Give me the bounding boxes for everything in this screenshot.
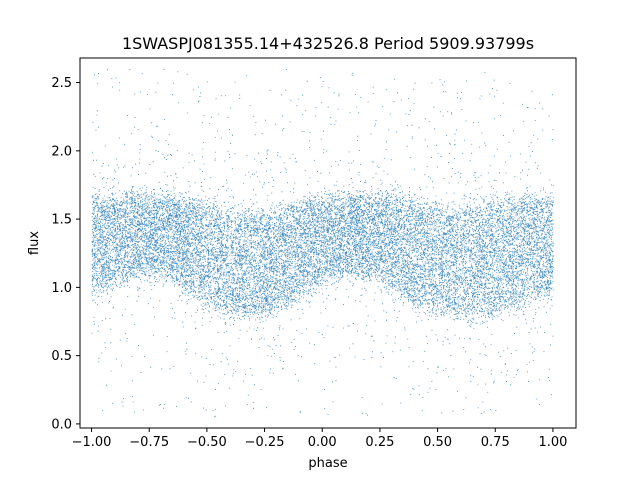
x-tick-label: 1.00 [538, 435, 567, 450]
y-axis-label: flux [27, 231, 42, 255]
axes-frame [79, 57, 577, 429]
x-tick-label: −1.00 [72, 435, 112, 450]
y-tick-label: 0.0 [51, 417, 72, 432]
y-tick-label: 2.0 [51, 144, 72, 159]
y-tick-label: 2.5 [51, 76, 72, 91]
x-tick-label: −0.75 [129, 435, 169, 450]
x-tick-label: 0.75 [481, 435, 510, 450]
y-axis-ticks: 0.0 0.5 1.0 1.5 2.0 2.5 [51, 76, 80, 432]
x-tick-label: 0.00 [308, 435, 337, 450]
x-tick-label: −0.25 [245, 435, 285, 450]
y-tick-label: 0.5 [51, 349, 72, 364]
x-tick-label: 0.50 [423, 435, 452, 450]
plot-area [79, 57, 577, 429]
x-tick-label: −0.50 [187, 435, 227, 450]
y-tick-label: 1.0 [51, 281, 72, 296]
chart-title: 1SWASPJ081355.14+432526.8 Period 5909.93… [122, 34, 534, 53]
x-axis-ticks: −1.00 −0.75 −0.50 −0.25 0.00 0.25 0.50 0.75 1.00 [72, 428, 567, 450]
axes-background [80, 58, 576, 428]
x-tick-label: 0.25 [365, 435, 394, 450]
y-tick-label: 1.5 [51, 213, 72, 228]
x-axis-label: phase [308, 456, 347, 471]
